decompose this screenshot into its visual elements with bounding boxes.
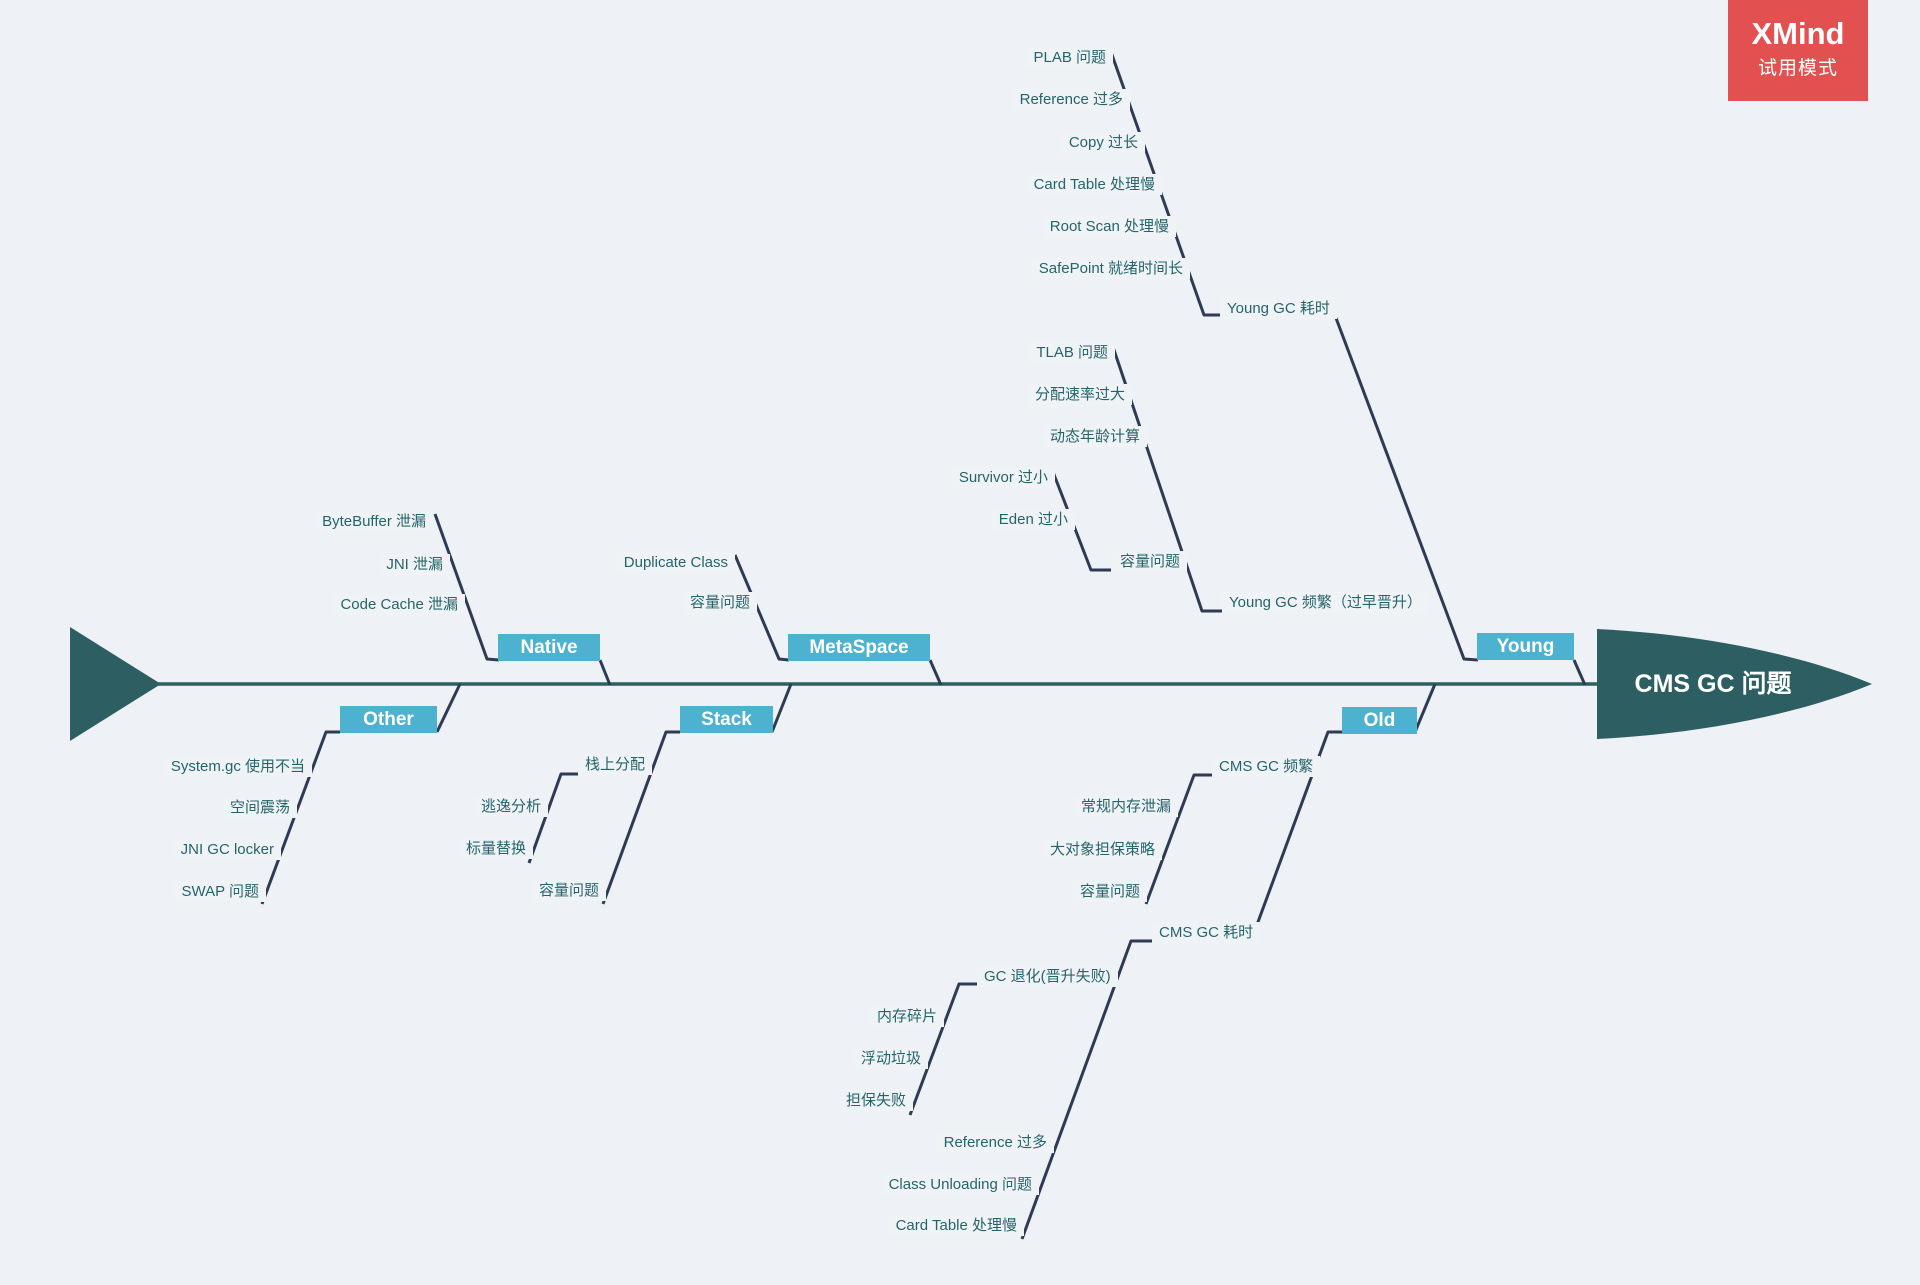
branch-young[interactable]: Young	[1477, 633, 1574, 660]
branch-other[interactable]: Other	[340, 706, 437, 733]
topic-stack-allocation[interactable]: 栈上分配	[578, 754, 653, 775]
topic-safepoint-ready-long[interactable]: SafePoint 就绪时间长	[1031, 258, 1190, 279]
trial-mode-label: 试用模式	[1757, 58, 1838, 79]
topic-root-scan-slow[interactable]: Root Scan 处理慢	[1042, 216, 1176, 237]
branch-metaspace[interactable]: MetaSpace	[788, 634, 930, 661]
topic-jni-leak[interactable]: JNI 泄漏	[379, 554, 450, 575]
topic-metaspace-capacity[interactable]: 容量问题	[682, 592, 757, 613]
topic-jni-gc-locker[interactable]: JNI GC locker	[173, 839, 281, 860]
topic-alloc-rate-high[interactable]: 分配速率过大	[1027, 384, 1132, 405]
stack-alloc-subline	[527, 772, 578, 864]
root-topic[interactable]: CMS GC 问题	[1634, 670, 1792, 698]
branch-other-spine-connector	[435, 683, 462, 733]
branch-old[interactable]: Old	[1342, 707, 1417, 734]
topic-gc-degrade[interactable]: GC 退化(晋升失败)	[977, 966, 1118, 987]
branch-native-line	[433, 513, 500, 662]
topic-memory-fragment[interactable]: 内存碎片	[869, 1006, 944, 1027]
branch-stack-line	[601, 730, 680, 905]
branch-stack[interactable]: Stack	[680, 706, 773, 733]
fish-head-shape	[1597, 629, 1872, 739]
topic-eden-too-small[interactable]: Eden 过小	[991, 509, 1075, 530]
cms-gc-frequent-subline	[1144, 773, 1212, 905]
branch-other-line	[260, 730, 340, 905]
fish-tail-shape	[70, 627, 161, 741]
branch-young-line	[1334, 317, 1479, 662]
xmind-trial-watermark: XMind 试用模式	[1728, 0, 1868, 101]
gc-degrade-subline	[908, 982, 977, 1116]
topic-plab-issue[interactable]: PLAB 问题	[1026, 47, 1113, 68]
topic-young-capacity[interactable]: 容量问题	[1112, 551, 1187, 572]
topic-dynamic-age-calc[interactable]: 动态年龄计算	[1042, 426, 1147, 447]
topic-space-shake[interactable]: 空间震荡	[222, 797, 297, 818]
topic-cms-gc-frequent[interactable]: CMS GC 频繁	[1212, 756, 1321, 777]
topic-guarantee-failure[interactable]: 担保失败	[838, 1090, 913, 1111]
branch-old-line	[1249, 730, 1342, 942]
branch-metaspace-line	[733, 554, 790, 662]
topic-bytebuffer-leak[interactable]: ByteBuffer 泄漏	[315, 511, 433, 532]
branch-native[interactable]: Native	[498, 634, 600, 661]
topic-cms-gc-cost[interactable]: CMS GC 耗时	[1152, 922, 1261, 943]
topic-system-gc-misuse[interactable]: System.gc 使用不当	[163, 756, 312, 777]
topic-stack-capacity[interactable]: 容量问题	[531, 880, 606, 901]
topic-card-table-slow-old[interactable]: Card Table 处理慢	[888, 1215, 1024, 1236]
topic-young-gc-frequent[interactable]: Young GC 频繁（过早晋升）	[1222, 592, 1429, 613]
topic-big-object-guarantee[interactable]: 大对象担保策略	[1042, 839, 1162, 860]
cms-gc-cost-subline	[1020, 939, 1152, 1240]
topic-scalar-replacement[interactable]: 标量替换	[458, 838, 533, 859]
young-capacity-subline	[1051, 471, 1111, 572]
topic-young-gc-cost[interactable]: Young GC 耗时	[1220, 298, 1337, 319]
topic-escape-analysis[interactable]: 逃逸分析	[473, 796, 548, 817]
branch-stack-spine-connector	[770, 683, 793, 733]
topic-copy-too-long[interactable]: Copy 过长	[1061, 132, 1145, 153]
topic-reference-too-many-old[interactable]: Reference 过多	[936, 1132, 1054, 1153]
branch-old-spine-connector	[1413, 683, 1437, 733]
topic-swap-issue[interactable]: SWAP 问题	[174, 881, 266, 902]
branch-young-spine-connector	[1572, 659, 1587, 686]
topic-code-cache-leak[interactable]: Code Cache 泄漏	[333, 594, 465, 615]
topic-tlab-issue[interactable]: TLAB 问题	[1029, 342, 1115, 363]
topic-reference-too-many-young[interactable]: Reference 过多	[1012, 89, 1130, 110]
xmind-logo-text: XMind	[1751, 16, 1845, 51]
topic-survivor-too-small[interactable]: Survivor 过小	[951, 467, 1055, 488]
branch-metaspace-spine-connector	[928, 659, 943, 686]
topic-floating-garbage[interactable]: 浮动垃圾	[853, 1048, 928, 1069]
topic-normal-memory-leak[interactable]: 常规内存泄漏	[1073, 796, 1178, 817]
topic-old-capacity[interactable]: 容量问题	[1072, 881, 1147, 902]
topic-duplicate-class[interactable]: Duplicate Class	[616, 552, 735, 573]
topic-class-unloading-issue[interactable]: Class Unloading 问题	[881, 1174, 1039, 1195]
branch-native-spine-connector	[598, 659, 612, 686]
topic-card-table-slow-young[interactable]: Card Table 处理慢	[1026, 174, 1162, 195]
